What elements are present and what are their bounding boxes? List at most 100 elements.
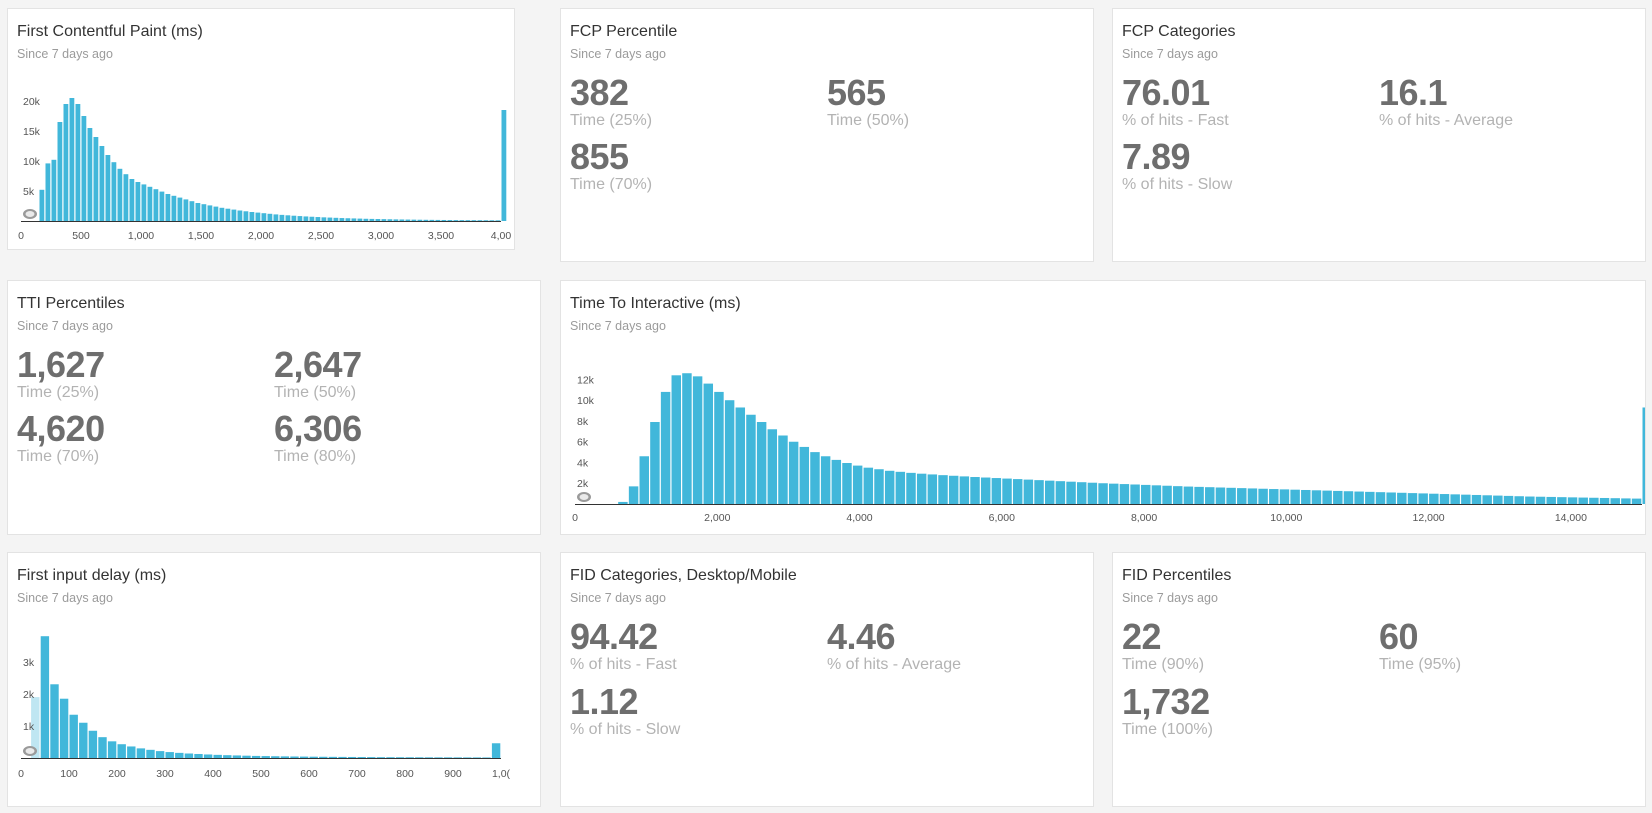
histogram-bar[interactable] bbox=[1044, 480, 1055, 504]
histogram-bar[interactable] bbox=[767, 429, 778, 504]
histogram-bar[interactable] bbox=[285, 215, 291, 221]
histogram-bar[interactable] bbox=[399, 219, 405, 221]
histogram-bar[interactable] bbox=[375, 219, 381, 221]
histogram-bar[interactable] bbox=[453, 757, 462, 758]
histogram-bar[interactable] bbox=[778, 435, 788, 505]
histogram-bar[interactable] bbox=[1151, 485, 1162, 504]
histogram-bar[interactable] bbox=[1162, 485, 1172, 504]
tti-histogram-card[interactable]: Time To Interactive (ms) Since 7 days ag… bbox=[560, 280, 1646, 535]
histogram-bar[interactable] bbox=[175, 752, 184, 758]
fcp-percentile-card[interactable]: FCP Percentile Since 7 days ago 382 Time… bbox=[560, 8, 1094, 262]
histogram-bar[interactable] bbox=[387, 219, 393, 221]
histogram-bar[interactable] bbox=[117, 168, 123, 221]
histogram-bar[interactable] bbox=[650, 422, 660, 504]
histogram-bar[interactable] bbox=[1087, 482, 1098, 504]
histogram-bar[interactable] bbox=[714, 391, 724, 504]
histogram-bar[interactable] bbox=[45, 163, 51, 221]
histogram-bar[interactable] bbox=[69, 714, 78, 758]
tti-percentiles-card[interactable]: TTI Percentiles Since 7 days ago 1,627 T… bbox=[7, 280, 541, 535]
histogram-bar[interactable] bbox=[477, 220, 483, 221]
histogram-bar[interactable] bbox=[1258, 488, 1268, 504]
fid-categories-card[interactable]: FID Categories, Desktop/Mobile Since 7 d… bbox=[560, 552, 1094, 807]
histogram-bar[interactable] bbox=[863, 467, 874, 504]
histogram-bar[interactable] bbox=[618, 501, 628, 504]
histogram-bar[interactable] bbox=[1247, 488, 1258, 504]
histogram-bar[interactable] bbox=[417, 219, 423, 221]
histogram-bar[interactable] bbox=[338, 756, 347, 758]
histogram-bar[interactable] bbox=[660, 391, 671, 504]
histogram-bar[interactable] bbox=[183, 199, 189, 221]
histogram-bar[interactable] bbox=[303, 216, 309, 221]
histogram-bar[interactable] bbox=[788, 441, 799, 504]
histogram-bar[interactable] bbox=[146, 749, 155, 758]
histogram-bar[interactable] bbox=[273, 214, 279, 221]
histogram-bar[interactable] bbox=[267, 213, 273, 221]
histogram-bar[interactable] bbox=[299, 756, 309, 758]
histogram-bar[interactable] bbox=[321, 217, 327, 221]
histogram-bar[interactable] bbox=[79, 722, 88, 758]
histogram-bar[interactable] bbox=[959, 476, 970, 504]
histogram-bar[interactable] bbox=[213, 754, 222, 758]
histogram-bar[interactable] bbox=[1546, 496, 1556, 504]
histogram-bar[interactable] bbox=[136, 748, 146, 758]
histogram-bar[interactable] bbox=[194, 753, 203, 758]
histogram-bar[interactable] bbox=[1237, 488, 1247, 504]
histogram-bar[interactable] bbox=[159, 191, 165, 221]
histogram-bar[interactable] bbox=[411, 219, 417, 221]
histogram-bar[interactable] bbox=[1621, 498, 1631, 504]
histogram-bar[interactable] bbox=[123, 174, 129, 221]
histogram-bar[interactable] bbox=[297, 216, 303, 221]
histogram-bar[interactable] bbox=[1343, 491, 1354, 504]
histogram-bar[interactable] bbox=[1493, 495, 1503, 504]
histogram-bar[interactable] bbox=[1631, 498, 1642, 504]
histogram-bar[interactable] bbox=[1109, 483, 1119, 504]
histogram-bar[interactable] bbox=[1173, 486, 1183, 504]
fcp-categories-card[interactable]: FCP Categories Since 7 days ago 76.01 % … bbox=[1112, 8, 1646, 262]
histogram-bar[interactable] bbox=[434, 757, 443, 758]
histogram-bar[interactable] bbox=[459, 220, 465, 221]
histogram-bar[interactable] bbox=[50, 684, 59, 758]
histogram-bar[interactable] bbox=[429, 219, 435, 221]
histogram-bar[interactable] bbox=[357, 218, 363, 221]
histogram-bar[interactable] bbox=[290, 756, 299, 758]
histogram-bar[interactable] bbox=[57, 122, 63, 221]
histogram-bar[interactable] bbox=[242, 755, 251, 758]
histogram-bar[interactable] bbox=[842, 463, 852, 504]
histogram-bar[interactable] bbox=[111, 162, 117, 221]
histogram-bar[interactable] bbox=[852, 465, 863, 504]
histogram-bar[interactable] bbox=[501, 110, 507, 221]
histogram-bar[interactable] bbox=[810, 452, 820, 504]
histogram-bar[interactable] bbox=[195, 203, 201, 221]
histogram-bar[interactable] bbox=[147, 186, 153, 221]
histogram-bar[interactable] bbox=[249, 212, 255, 221]
histogram-bar[interactable] bbox=[1290, 489, 1300, 504]
histogram-bar[interactable] bbox=[1578, 497, 1588, 504]
fid-percentiles-card[interactable]: FID Percentiles Since 7 days ago 22 Time… bbox=[1112, 552, 1646, 807]
histogram-bar[interactable] bbox=[1471, 494, 1482, 504]
histogram-bar[interactable] bbox=[405, 757, 414, 758]
histogram-bar[interactable] bbox=[1354, 491, 1364, 504]
histogram-bar[interactable] bbox=[1098, 483, 1108, 504]
histogram-bar[interactable] bbox=[495, 220, 501, 221]
histogram-bar[interactable] bbox=[489, 220, 495, 221]
histogram-bar[interactable] bbox=[1386, 492, 1396, 504]
histogram-bar[interactable] bbox=[1503, 495, 1514, 504]
histogram-bar[interactable] bbox=[948, 475, 959, 504]
histogram-bar[interactable] bbox=[1194, 486, 1204, 505]
histogram-bar[interactable] bbox=[1076, 482, 1087, 504]
histogram-bar[interactable] bbox=[756, 422, 767, 504]
histogram-bar[interactable] bbox=[1482, 495, 1492, 504]
histogram-bar[interactable] bbox=[1205, 487, 1215, 504]
histogram-bar[interactable] bbox=[1311, 490, 1322, 504]
histogram-bar[interactable] bbox=[472, 757, 482, 758]
histogram-bar[interactable] bbox=[1525, 496, 1535, 504]
histogram-bar[interactable] bbox=[724, 400, 735, 504]
histogram-bar[interactable] bbox=[799, 446, 810, 504]
histogram-bar[interactable] bbox=[735, 407, 746, 504]
histogram-bar[interactable] bbox=[328, 756, 338, 758]
histogram-bar[interactable] bbox=[381, 219, 387, 221]
histogram-bar[interactable] bbox=[165, 194, 171, 221]
histogram-bar[interactable] bbox=[69, 98, 75, 221]
histogram-bar[interactable] bbox=[135, 182, 141, 221]
histogram-bar[interactable] bbox=[1215, 487, 1226, 505]
